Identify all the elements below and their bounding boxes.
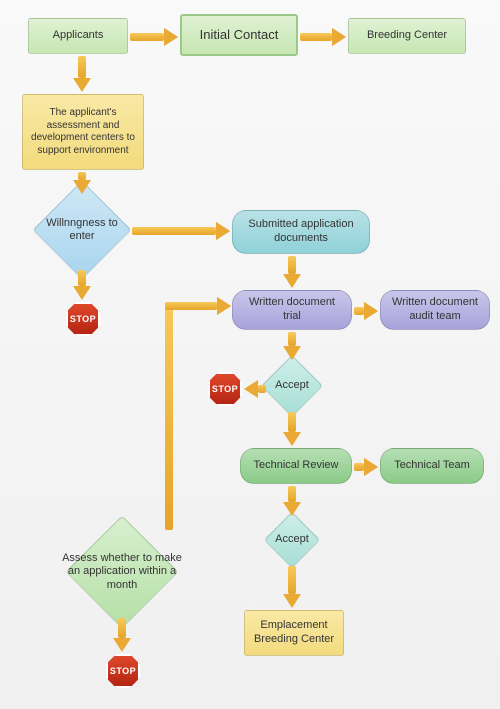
- arrow: [354, 458, 378, 476]
- label: Accept: [275, 533, 309, 546]
- arrow: [130, 28, 178, 46]
- label: Initial Contact: [200, 27, 279, 43]
- node-accept-2: Accept: [272, 520, 312, 560]
- label: Written document trial: [239, 296, 345, 324]
- node-breeding-center: Breeding Center: [348, 18, 466, 54]
- arrow: [73, 270, 91, 300]
- arrow: [73, 172, 91, 194]
- node-technical-review: Technical Review: [240, 448, 352, 484]
- label: Technical Team: [394, 459, 470, 473]
- node-assess-month: Assess whether to make an application wi…: [82, 532, 162, 612]
- stop-icon-1: STOP: [66, 302, 100, 336]
- stop-icon-3: STOP: [106, 654, 140, 688]
- flowchart-stage: { "type":"flowchart", "canvas":{"w":500,…: [0, 0, 500, 709]
- label: Accept: [275, 379, 309, 392]
- label: Willnngness to enter: [33, 217, 131, 243]
- node-willingness: Willnngness to enter: [47, 195, 117, 265]
- node-written-trial: Written document trial: [232, 290, 352, 330]
- arrow: [283, 566, 301, 608]
- label: Breeding Center: [367, 29, 447, 43]
- node-submitted-docs: Submitted application documents: [232, 210, 370, 254]
- arrow: [283, 332, 301, 360]
- label: Applicants: [53, 29, 104, 43]
- label: Emplacement Breeding Center: [251, 619, 337, 647]
- label: Submitted application documents: [239, 218, 363, 246]
- label: Written document audit team: [387, 296, 483, 324]
- arrow: [283, 486, 301, 516]
- arrow: [354, 302, 378, 320]
- node-assessment: The applicant's assessment and developme…: [22, 94, 144, 170]
- label: STOP: [70, 314, 96, 324]
- node-technical-team: Technical Team: [380, 448, 484, 484]
- node-audit-team: Written document audit team: [380, 290, 490, 330]
- label: The applicant's assessment and developme…: [29, 107, 137, 157]
- arrow: [244, 380, 266, 398]
- arrow: [132, 222, 230, 240]
- arrow: [283, 256, 301, 288]
- arrow-elbow: [165, 302, 231, 530]
- label: STOP: [110, 666, 136, 676]
- arrow: [300, 28, 346, 46]
- arrow: [113, 618, 131, 652]
- node-accept-1: Accept: [270, 364, 314, 408]
- arrow: [73, 56, 91, 92]
- arrow: [283, 412, 301, 446]
- label: Assess whether to make an application wi…: [58, 552, 186, 592]
- label: Technical Review: [254, 459, 339, 473]
- node-emplacement: Emplacement Breeding Center: [244, 610, 344, 656]
- node-initial-contact: Initial Contact: [180, 14, 298, 56]
- node-applicants: Applicants: [28, 18, 128, 54]
